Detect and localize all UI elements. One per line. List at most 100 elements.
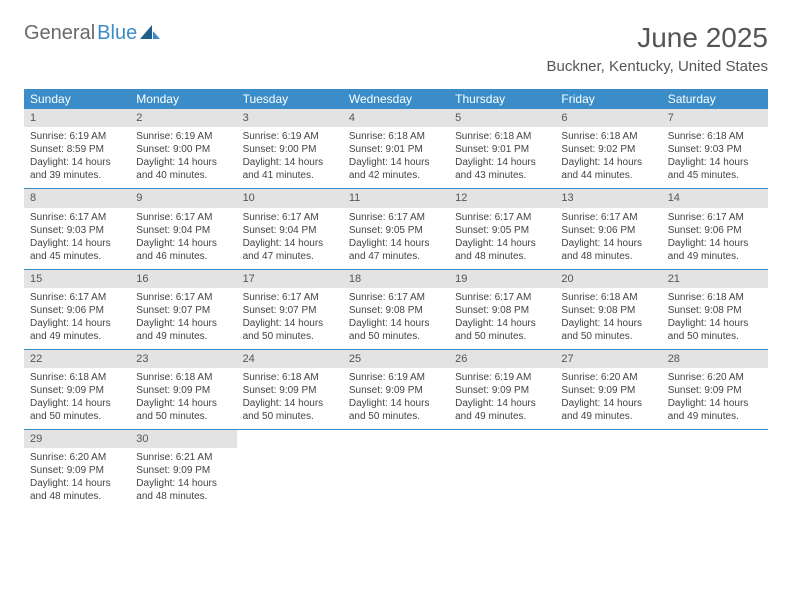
day-cell: 3Sunrise: 6:19 AMSunset: 9:00 PMDaylight… [237,109,343,188]
day-cell: 20Sunrise: 6:18 AMSunset: 9:08 PMDayligh… [555,270,661,349]
day-cell: 23Sunrise: 6:18 AMSunset: 9:09 PMDayligh… [130,350,236,429]
day-cell: 30Sunrise: 6:21 AMSunset: 9:09 PMDayligh… [130,430,236,509]
sunset-text: Sunset: 9:00 PM [136,143,230,156]
sunset-text: Sunset: 9:01 PM [455,143,549,156]
day-body: Sunrise: 6:19 AMSunset: 9:00 PMDaylight:… [130,127,236,188]
day-number: 22 [24,350,130,368]
daylight-text: Daylight: 14 hours and 50 minutes. [243,397,337,423]
day-cell: 14 Sunrise: 6:17 AMSunset: 9:06 PMDayligh… [662,189,768,268]
sunrise-text: Sunrise: 6:20 AM [30,451,124,464]
page-title: June 2025 [546,22,768,54]
day-cell: 11Sunrise: 6:17 AMSunset: 9:05 PMDayligh… [343,189,449,268]
daylight-text: Daylight: 14 hours and 49 minutes. [455,397,549,423]
sunrise-text: Sunrise: 6:17 AM [668,211,762,224]
day-cell: 12Sunrise: 6:17 AMSunset: 9:05 PMDayligh… [449,189,555,268]
day-cell: 28Sunrise: 6:20 AMSunset: 9:09 PMDayligh… [662,350,768,429]
daylight-text: Daylight: 14 hours and 48 minutes. [136,477,230,503]
sunrise-text: Sunrise: 6:20 AM [561,371,655,384]
sunset-text: Sunset: 9:09 PM [30,464,124,477]
sunset-text: Sunset: 9:09 PM [243,384,337,397]
day-cell: 24Sunrise: 6:18 AMSunset: 9:09 PMDayligh… [237,350,343,429]
sunrise-text: Sunrise: 6:18 AM [668,291,762,304]
day-body: Sunrise: 6:17 AMSunset: 9:05 PMDaylight:… [343,208,449,269]
sunset-text: Sunset: 9:00 PM [243,143,337,156]
day-number: 27 [555,350,661,368]
day-number: 14 [662,189,768,207]
day-number: 19 [449,270,555,288]
daylight-text: Daylight: 14 hours and 50 minutes. [668,317,762,343]
day-cell: 15Sunrise: 6:17 AMSunset: 9:06 PMDayligh… [24,270,130,349]
day-number: 30 [130,430,236,448]
sunrise-text: Sunrise: 6:18 AM [455,130,549,143]
day-number: 12 [449,189,555,207]
sunrise-text: Sunrise: 6:17 AM [349,211,443,224]
sunset-text: Sunset: 9:01 PM [349,143,443,156]
sunrise-text: Sunrise: 6:17 AM [243,211,337,224]
day-cell: 19 Sunrise: 6:17 AMSunset: 9:08 PMDayligh… [449,270,555,349]
week-row: 22Sunrise: 6:18 AMSunset: 9:09 PMDayligh… [24,350,768,430]
sunset-text: Sunset: 9:03 PM [668,143,762,156]
sunset-text: Sunset: 9:08 PM [455,304,549,317]
day-cell: 13Sunrise: 6:17 AMSunset: 9:06 PMDayligh… [555,189,661,268]
day-body: Sunrise: 6:17 AMSunset: 9:04 PMDaylight:… [237,208,343,269]
sunrise-text: Sunrise: 6:20 AM [668,371,762,384]
daylight-text: Daylight: 14 hours and 48 minutes. [561,237,655,263]
day-number: 20 [555,270,661,288]
day-number: 2 [130,109,236,127]
day-body: Sunrise: 6:17 AMSunset: 9:04 PMDaylight:… [130,208,236,269]
day-body: Sunrise: 6:17 AMSunset: 9:08 PMDaylight:… [343,288,449,349]
sunrise-text: Sunrise: 6:19 AM [30,130,124,143]
day-cell: 6Sunrise: 6:18 AMSunset: 9:02 PMDaylight… [555,109,661,188]
day-cell: 8Sunrise: 6:17 AMSunset: 9:03 PMDaylight… [24,189,130,268]
day-number: 8 [24,189,130,207]
sunset-text: Sunset: 9:02 PM [561,143,655,156]
day-body: Sunrise: 6:18 AMSunset: 9:08 PMDaylight:… [662,288,768,349]
weekday-header: Thursday [449,89,555,109]
day-body: Sunrise: 6:17 AMSunset: 9:06 PMDaylight:… [555,208,661,269]
sunrise-text: Sunrise: 6:17 AM [455,291,549,304]
sunrise-text: Sunrise: 6:19 AM [243,130,337,143]
daylight-text: Daylight: 14 hours and 49 minutes. [30,317,124,343]
sunset-text: Sunset: 9:06 PM [668,224,762,237]
weekday-header: Monday [130,89,236,109]
day-number: 10 [237,189,343,207]
sunset-text: Sunset: 9:03 PM [30,224,124,237]
sunset-text: Sunset: 9:09 PM [136,384,230,397]
daylight-text: Daylight: 14 hours and 50 minutes. [455,317,549,343]
daylight-text: Daylight: 14 hours and 50 minutes. [561,317,655,343]
daylight-text: Daylight: 14 hours and 49 minutes. [668,237,762,263]
day-cell: 7Sunrise: 6:18 AMSunset: 9:03 PMDaylight… [662,109,768,188]
sunrise-text: Sunrise: 6:17 AM [243,291,337,304]
sunset-text: Sunset: 9:06 PM [561,224,655,237]
day-cell: 17Sunrise: 6:17 AMSunset: 9:07 PMDayligh… [237,270,343,349]
day-number: 18 [343,270,449,288]
calendar: Sunday Monday Tuesday Wednesday Thursday… [24,89,768,509]
sunrise-text: Sunrise: 6:18 AM [561,130,655,143]
weekday-header: Tuesday [237,89,343,109]
daylight-text: Daylight: 14 hours and 50 minutes. [243,317,337,343]
sunrise-text: Sunrise: 6:17 AM [136,291,230,304]
weekday-header: Friday [555,89,661,109]
sunset-text: Sunset: 9:05 PM [349,224,443,237]
sunrise-text: Sunrise: 6:18 AM [561,291,655,304]
day-cell: 29Sunrise: 6:20 AMSunset: 9:09 PMDayligh… [24,430,130,509]
day-cell: 10Sunrise: 6:17 AMSunset: 9:04 PMDayligh… [237,189,343,268]
sunrise-text: Sunrise: 6:17 AM [455,211,549,224]
day-body: Sunrise: 6:18 AMSunset: 9:01 PMDaylight:… [449,127,555,188]
daylight-text: Daylight: 14 hours and 41 minutes. [243,156,337,182]
day-cell: 9Sunrise: 6:17 AMSunset: 9:04 PMDaylight… [130,189,236,268]
day-cell [555,430,661,509]
sunset-text: Sunset: 9:08 PM [349,304,443,317]
logo-text-general: General [24,22,95,45]
daylight-text: Daylight: 14 hours and 49 minutes. [668,397,762,423]
day-body: Sunrise: 6:18 AMSunset: 9:03 PMDaylight:… [662,127,768,188]
sunrise-text: Sunrise: 6:17 AM [30,211,124,224]
daylight-text: Daylight: 14 hours and 47 minutes. [243,237,337,263]
day-body: Sunrise: 6:17 AMSunset: 9:07 PMDaylight:… [130,288,236,349]
sunrise-text: Sunrise: 6:17 AM [561,211,655,224]
daylight-text: Daylight: 14 hours and 40 minutes. [136,156,230,182]
day-body: Sunrise: 6:20 AMSunset: 9:09 PMDaylight:… [662,368,768,429]
day-number: 23 [130,350,236,368]
sunset-text: Sunset: 9:04 PM [136,224,230,237]
sunrise-text: Sunrise: 6:21 AM [136,451,230,464]
